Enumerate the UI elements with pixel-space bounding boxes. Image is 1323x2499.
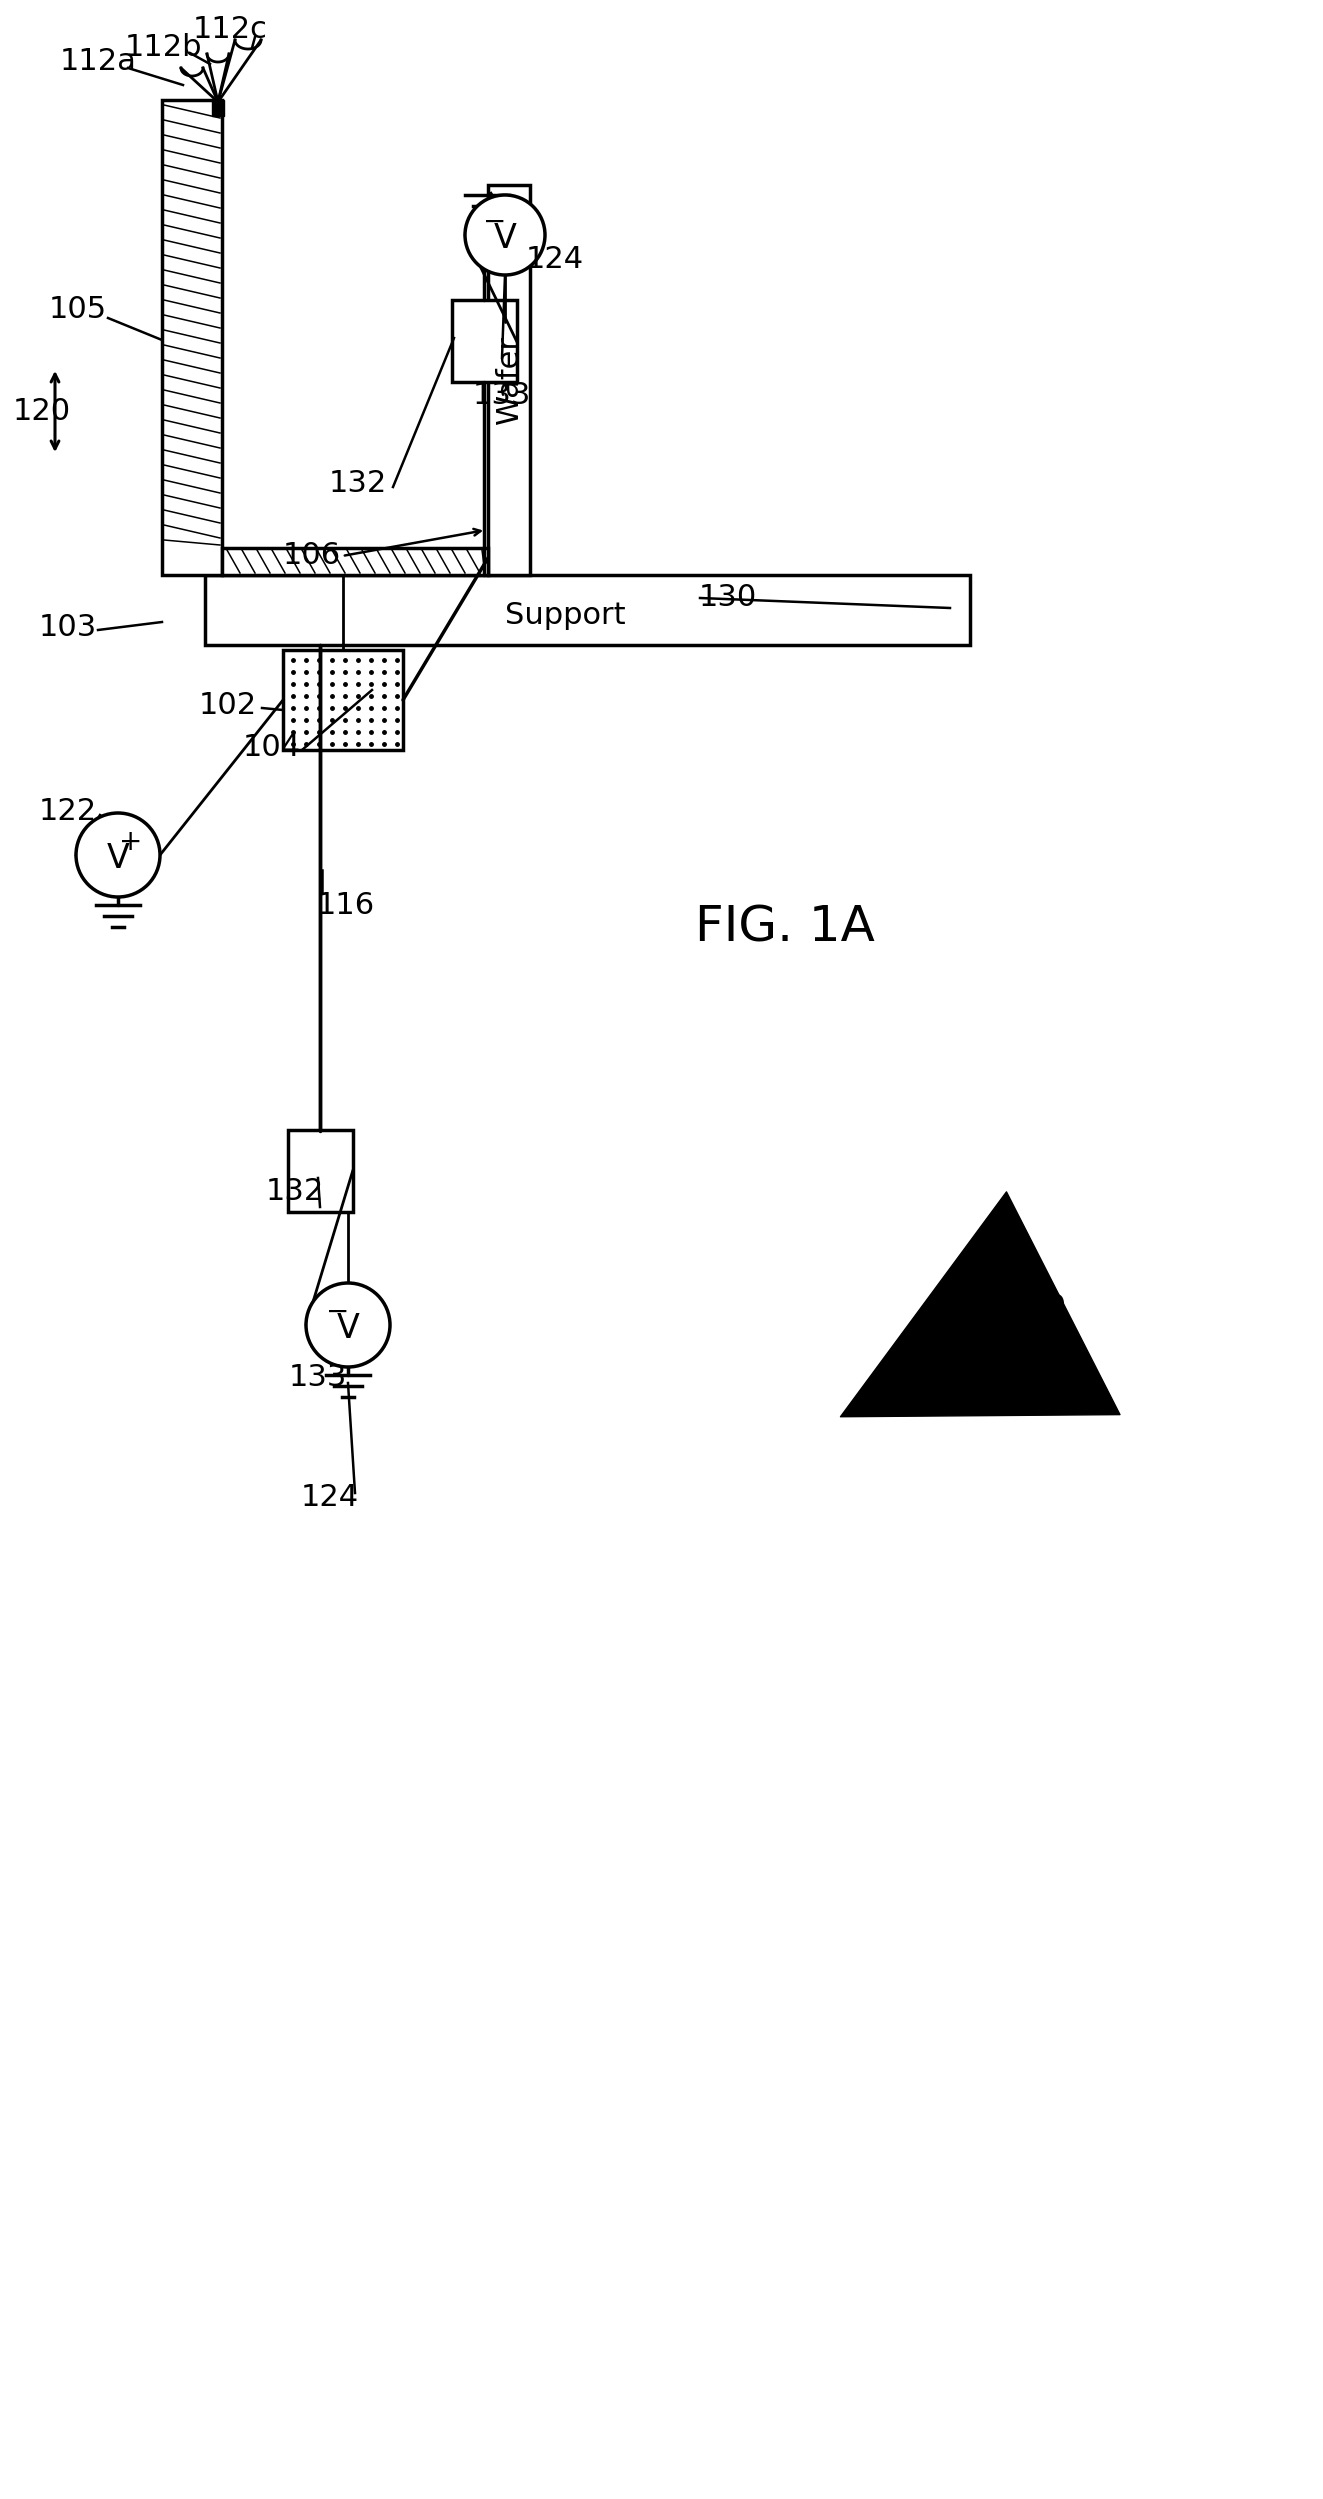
Text: 133: 133 [472,382,532,410]
Text: −: − [327,1297,349,1327]
Text: 124: 124 [300,1484,359,1512]
Text: V: V [336,1312,360,1344]
Bar [283,650,404,750]
Text: 112c: 112c [193,15,267,45]
Text: V: V [493,222,516,255]
Text: 130: 130 [699,582,757,612]
Text: 124: 124 [527,245,583,275]
Text: 116: 116 [318,890,374,920]
Text: Wafer: Wafer [495,335,524,425]
Circle shape [75,812,160,897]
Text: 106: 106 [283,542,341,570]
Bar [222,547,488,575]
Text: 102: 102 [198,692,257,720]
Text: 105: 105 [49,295,107,325]
Text: 112b: 112b [124,32,201,62]
Text: Support: Support [504,600,626,630]
Text: 104: 104 [243,735,302,762]
Text: FIG. 1A: FIG. 1A [695,905,875,952]
Text: +: + [119,827,143,857]
Bar [452,300,517,382]
Text: 132: 132 [329,467,388,497]
Bar [212,100,224,115]
Text: 122: 122 [38,797,97,827]
Bar [205,575,970,645]
Text: 103: 103 [38,612,97,642]
Circle shape [306,1282,390,1367]
Text: 120: 120 [13,397,71,427]
Bar [288,1130,353,1212]
Text: 100: 100 [1009,1294,1068,1322]
Text: −: − [483,207,507,235]
Bar [161,100,222,575]
Text: 112a: 112a [60,47,136,77]
Text: 133: 133 [288,1364,347,1392]
Text: 132: 132 [266,1177,324,1207]
Bar [488,185,531,575]
Text: V: V [107,842,130,875]
Circle shape [464,195,545,275]
